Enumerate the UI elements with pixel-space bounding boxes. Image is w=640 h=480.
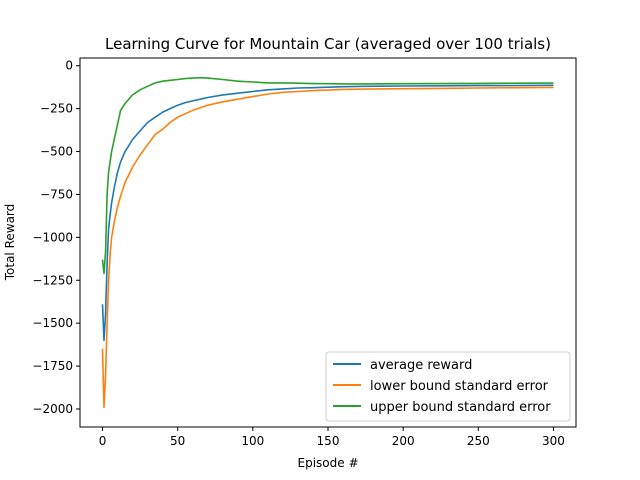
legend: average reward lower bound standard error… xyxy=(325,351,571,422)
x-tick-label: 250 xyxy=(467,434,490,448)
x-tick-label: 50 xyxy=(170,434,185,448)
series-line-upper-bound-standard-error xyxy=(101,76,554,275)
y-axis-label: Total Reward xyxy=(3,204,17,282)
y-axis-ticks: 0 −250 −500 −750 −1000 −1250 −1500 −1750 −2000 xyxy=(32,59,80,416)
chart-title: Learning Curve for Mountain Car (average… xyxy=(105,35,551,53)
x-tick-label: 300 xyxy=(542,434,565,448)
x-axis-label: Episode # xyxy=(298,456,359,470)
legend-label: lower bound standard error xyxy=(370,379,549,394)
y-tick-label: −1750 xyxy=(32,359,73,373)
x-tick-label: 100 xyxy=(241,434,264,448)
x-tick-label: 0 xyxy=(99,434,107,448)
y-tick-label: −1250 xyxy=(32,273,73,287)
plot-frame xyxy=(79,57,577,428)
x-tick-label: 150 xyxy=(317,434,340,448)
series-line-lower-bound-standard-error xyxy=(101,86,554,409)
plot-lines xyxy=(101,76,554,409)
legend-label: average reward xyxy=(370,358,472,373)
legend-box xyxy=(325,351,571,422)
y-tick-label: 0 xyxy=(65,59,73,73)
y-tick-label: −500 xyxy=(40,145,73,159)
y-tick-label: −250 xyxy=(40,102,73,116)
legend-label: upper bound standard error xyxy=(370,400,551,415)
y-tick-label: −750 xyxy=(40,187,73,201)
x-tick-label: 200 xyxy=(392,434,415,448)
y-tick-label: −1500 xyxy=(32,316,73,330)
series-line-average-reward xyxy=(101,84,554,342)
x-axis-ticks: 0 50 100 150 200 250 300 xyxy=(99,427,565,448)
y-tick-label: −1000 xyxy=(32,230,73,244)
y-tick-label: −2000 xyxy=(32,402,73,416)
